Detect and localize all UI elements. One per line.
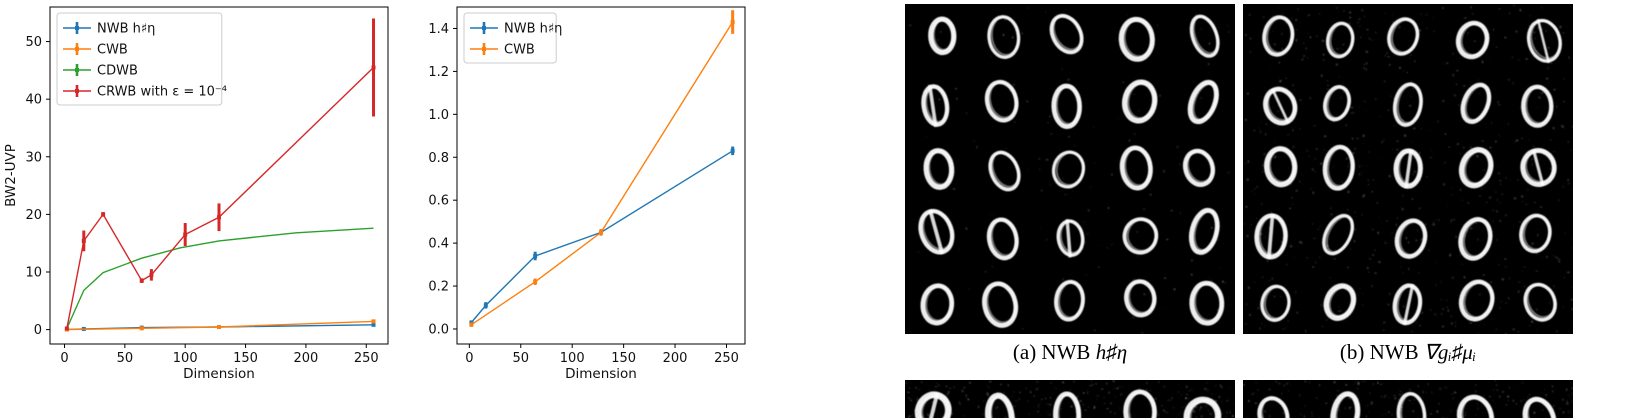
- svg-text:50: 50: [25, 35, 42, 50]
- partial-digit-grid-left: [905, 380, 1235, 418]
- svg-text:1.0: 1.0: [428, 108, 449, 123]
- svg-text:0.2: 0.2: [428, 280, 449, 295]
- digit-grid-a: [905, 4, 1235, 334]
- samples-panel-b: [1243, 4, 1573, 334]
- svg-text:0: 0: [34, 323, 42, 338]
- digit-grid-b: [1243, 4, 1573, 334]
- svg-text:250: 250: [714, 351, 739, 366]
- caption-a-math: h♯η: [1095, 340, 1128, 364]
- svg-text:100: 100: [560, 351, 585, 366]
- caption-a: (a) NWB h♯η: [905, 337, 1235, 367]
- svg-text:100: 100: [173, 351, 198, 366]
- svg-text:200: 200: [294, 351, 319, 366]
- svg-text:150: 150: [611, 351, 636, 366]
- svg-text:50: 50: [512, 351, 529, 366]
- svg-text:CDWB: CDWB: [97, 64, 138, 79]
- svg-text:0: 0: [60, 351, 68, 366]
- svg-text:Dimension: Dimension: [565, 366, 637, 382]
- partial-samples-left: [905, 380, 1235, 418]
- svg-text:20: 20: [25, 208, 42, 223]
- caption-b: (b) NWB ∇gᵢ♯μᵢ: [1243, 337, 1573, 367]
- svg-text:1.4: 1.4: [428, 22, 449, 37]
- svg-text:CWB: CWB: [504, 43, 535, 58]
- svg-text:50: 50: [117, 351, 134, 366]
- zoomed-bw2uvp-chart: 0 50 100 150 200 250 0.0 0.2 0.4 0.6 0.8 1.0 1.2 1.4 D…: [428, 6, 746, 382]
- svg-text:150: 150: [233, 351, 258, 366]
- svg-text:10: 10: [25, 265, 42, 280]
- svg-text:0.8: 0.8: [428, 151, 449, 166]
- svg-text:CWB: CWB: [97, 43, 128, 58]
- svg-text:40: 40: [25, 93, 42, 108]
- svg-text:0.6: 0.6: [428, 194, 449, 209]
- partial-samples-right: [1243, 380, 1573, 418]
- svg-text:NWB h♯η: NWB h♯η: [97, 22, 155, 37]
- svg-text:Dimension: Dimension: [183, 366, 255, 382]
- caption-b-math: ∇gᵢ♯μᵢ: [1423, 340, 1477, 364]
- svg-text:NWB h♯η: NWB h♯η: [504, 22, 562, 37]
- svg-text:0: 0: [465, 351, 473, 366]
- bw2uvp-vs-dimension-chart: 0 50 100 150 200 250 0 10 20 30 40 50 Dimension BW2-U…: [3, 6, 389, 382]
- svg-text:0.0: 0.0: [428, 322, 449, 337]
- svg-text:0.4: 0.4: [428, 237, 449, 252]
- svg-text:1.2: 1.2: [428, 65, 449, 80]
- caption-b-text: (b) NWB: [1339, 340, 1424, 364]
- svg-text:200: 200: [663, 351, 688, 366]
- caption-a-text: (a) NWB: [1012, 340, 1096, 364]
- svg-text:BW2-UVP: BW2-UVP: [3, 144, 19, 207]
- samples-panel-a: [905, 4, 1235, 334]
- svg-text:CRWB with ε = 10⁻⁴: CRWB with ε = 10⁻⁴: [97, 85, 227, 100]
- partial-digit-grid-right: [1243, 380, 1573, 418]
- svg-text:30: 30: [25, 150, 42, 165]
- svg-text:250: 250: [354, 351, 379, 366]
